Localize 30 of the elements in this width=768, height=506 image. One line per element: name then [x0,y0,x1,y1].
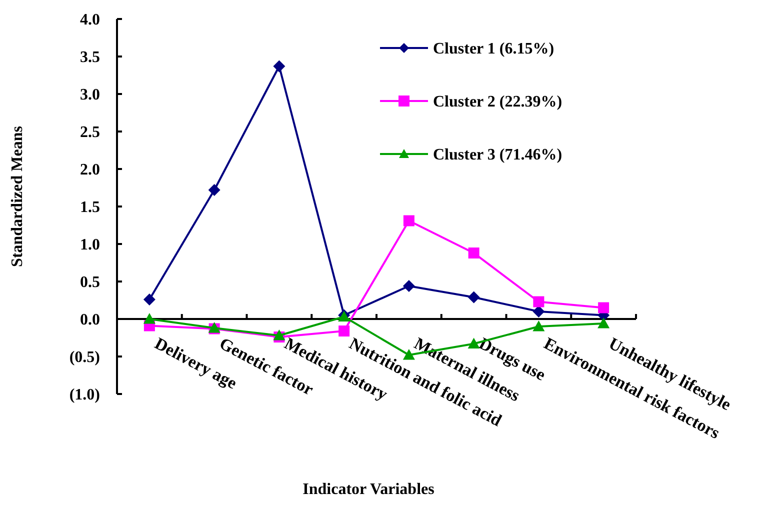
y-tick-label: (1.0) [69,386,100,404]
legend-label: Cluster 3 (71.46%) [433,146,562,164]
point [402,280,415,292]
legend-label: Cluster 1 (6.15%) [433,40,554,58]
point [532,320,545,332]
y-tick-label: 4.0 [80,12,100,29]
point [143,294,156,306]
y-tick-label: 1.5 [80,199,100,216]
y-tick-label: 1.0 [80,236,100,254]
point [533,296,544,308]
point [338,326,350,336]
point [143,313,156,324]
point [273,60,286,72]
y-tick-label: 3.0 [80,86,100,104]
point [468,248,480,258]
point [532,306,545,318]
point [208,184,220,196]
y-tick-label: (0.5) [69,349,100,366]
point [598,302,610,314]
point [598,318,610,328]
y-tick-label: 0.5 [80,274,100,292]
point [403,215,414,226]
y-tick-label: 2.5 [80,124,100,142]
x-axis-title: Indicator Variables [302,481,434,498]
y-tick-label: 3.5 [80,49,100,66]
legend-label: Cluster 2 (22.39%) [433,94,562,111]
point [468,291,480,304]
y-tick-label: 2.0 [80,162,100,179]
y-axis-title: Standardized Means [9,126,26,267]
y-tick-label: 0.0 [80,312,100,329]
